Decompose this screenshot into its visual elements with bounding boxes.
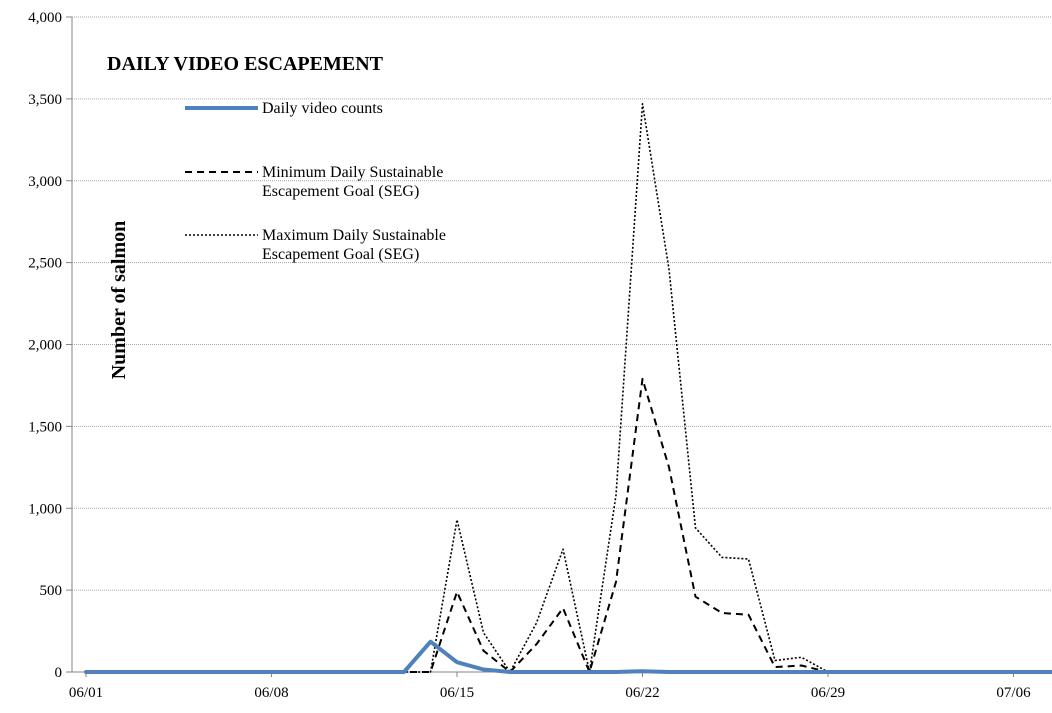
x-tick-label: 06/01 (69, 685, 103, 701)
legend-label-maximum-seg-line-2: Escapement Goal (SEG) (262, 246, 419, 263)
y-tick-label: 1,500 (28, 419, 62, 435)
series-line-daily-video-counts (84, 639, 1052, 674)
y-tick-label: 3,500 (28, 92, 62, 108)
y-tick-label: 2,500 (28, 256, 62, 272)
y-tick-label: 0 (55, 665, 63, 681)
legend-label-minimum-seg: Minimum Daily Sustainable Escapement Goa… (262, 164, 447, 200)
y-tick-label: 1,000 (28, 501, 62, 517)
y-axis-title: Number of salmon (108, 221, 130, 380)
y-tick-label: 4,000 (28, 10, 62, 26)
y-tick-label: 500 (40, 583, 63, 599)
legend: Daily video counts Minimum Daily Sustain… (185, 100, 450, 263)
series-line-maximum-seg (86, 103, 1052, 673)
series-line-minimum-seg (86, 377, 1052, 673)
x-tick-label: 06/08 (254, 685, 288, 701)
y-tick-labels: 0 500 1,000 1,500 2,000 2,500 3,000 3,500 4,000 (28, 10, 72, 681)
series-lines (84, 103, 1052, 674)
x-tick-label: 06/15 (440, 685, 474, 701)
legend-label-maximum-seg: Maximum Daily Sustainable Escapement Goa… (262, 227, 450, 263)
chart-title: DAILY VIDEO ESCAPEMENT (107, 53, 384, 75)
y-tick-label: 3,000 (28, 174, 62, 190)
x-tick-labels: 06/01 06/08 06/15 06/22 06/29 07/06 (69, 672, 1031, 701)
x-tick-label: 06/22 (625, 685, 659, 701)
x-tick-label: 07/06 (996, 685, 1031, 701)
x-tick-label: 06/29 (811, 685, 845, 701)
legend-label-minimum-seg-line-2: Escapement Goal (SEG) (262, 183, 419, 200)
legend-label-daily-video-counts: Daily video counts (262, 100, 383, 117)
legend-label-maximum-seg-line-1: Maximum Daily Sustainable (262, 227, 446, 244)
gridlines (72, 16, 1052, 591)
legend-label-minimum-seg-line-1: Minimum Daily Sustainable (262, 164, 443, 181)
y-tick-label: 2,000 (28, 338, 62, 354)
